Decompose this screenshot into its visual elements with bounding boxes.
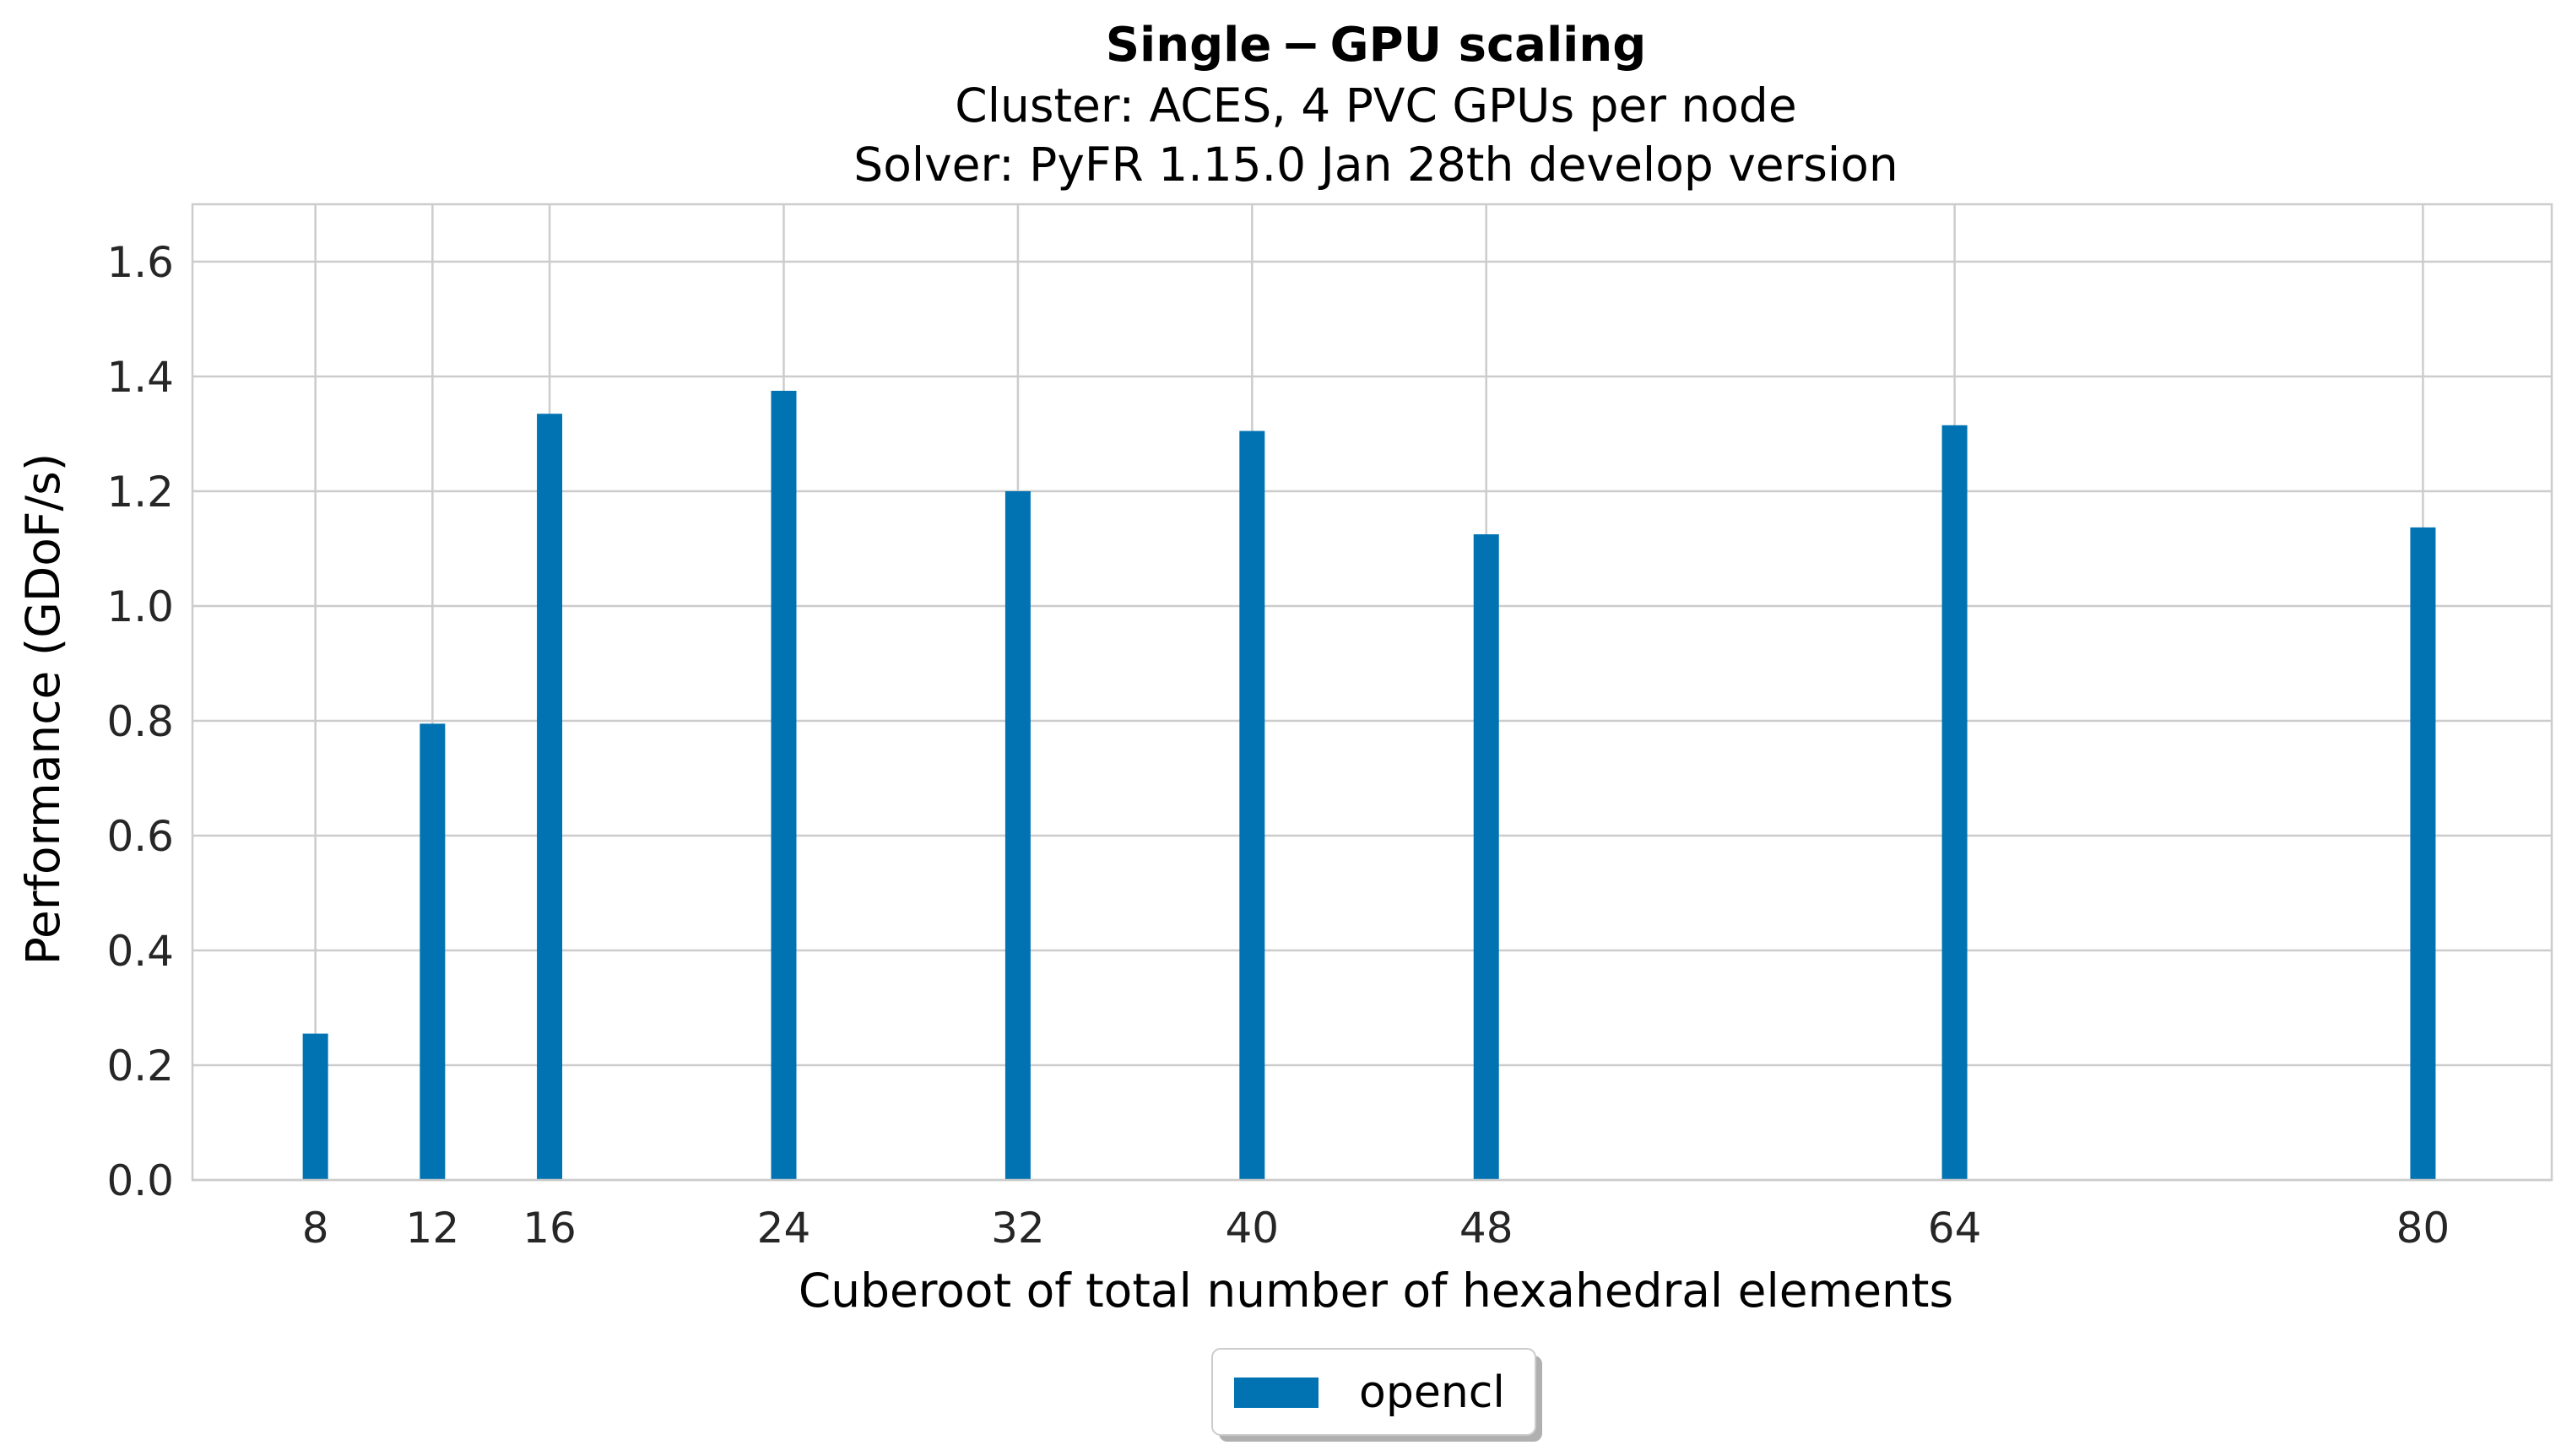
bar-opencl-80 bbox=[2410, 527, 2436, 1180]
y-tick-label: 0.6 bbox=[106, 812, 174, 861]
y-tick-label: 1.6 bbox=[106, 238, 174, 287]
x-axis-label: Cuberoot of total number of hexahedral e… bbox=[799, 1264, 1953, 1318]
legend: opencl bbox=[1211, 1348, 1542, 1442]
x-tick-label: 16 bbox=[523, 1204, 577, 1253]
x-tick-label: 80 bbox=[2396, 1204, 2450, 1253]
y-tick-label: 1.0 bbox=[106, 582, 174, 631]
y-tick-label: 0.4 bbox=[106, 927, 174, 976]
x-tick-label: 12 bbox=[406, 1204, 460, 1253]
x-tick-label: 8 bbox=[302, 1204, 329, 1253]
x-tick-label: 40 bbox=[1226, 1204, 1280, 1253]
y-tick-label: 0.8 bbox=[106, 697, 174, 746]
bar-opencl-40 bbox=[1239, 430, 1265, 1181]
x-tick-label: 64 bbox=[1928, 1204, 1982, 1253]
bar-opencl-12 bbox=[420, 723, 446, 1180]
x-tick-label: 24 bbox=[757, 1204, 811, 1253]
bar-opencl-64 bbox=[1941, 425, 1968, 1180]
chart-subtitle-line-2: Solver: PyFR 1.15.0 Jan 28th develop ver… bbox=[853, 138, 1898, 192]
tick-labels: 0.0 0.2 0.4 0.6 0.8 1.0 1.2 1.4 1.6 8 12 16 24 32 40 48… bbox=[106, 238, 2450, 1253]
y-tick-label: 1.4 bbox=[106, 353, 174, 402]
x-tick-label: 32 bbox=[991, 1204, 1045, 1253]
y-tick-label: 0.2 bbox=[106, 1042, 174, 1091]
y-tick-label: 0.0 bbox=[106, 1156, 174, 1205]
bar-opencl-8 bbox=[302, 1033, 328, 1180]
chart-subtitle-line-1: Cluster: ACES, 4 PVC GPUs per node bbox=[955, 78, 1796, 133]
chart-title: Single − GPU scaling bbox=[1106, 18, 1647, 73]
legend-label-opencl: opencl bbox=[1359, 1367, 1505, 1418]
plot-frame bbox=[191, 203, 2553, 1182]
y-tick-label: 1.2 bbox=[106, 468, 174, 517]
legend-swatch-opencl bbox=[1234, 1378, 1318, 1408]
y-axis-label: Performance (GDoF/s) bbox=[16, 453, 70, 965]
bar-opencl-48 bbox=[1473, 534, 1499, 1180]
legend-box bbox=[1211, 1348, 1536, 1436]
x-tick-label: 48 bbox=[1459, 1204, 1513, 1253]
bar-opencl-16 bbox=[537, 414, 563, 1180]
bar-opencl-32 bbox=[1004, 491, 1031, 1180]
bar-opencl-24 bbox=[771, 391, 797, 1180]
bars bbox=[302, 391, 2436, 1181]
